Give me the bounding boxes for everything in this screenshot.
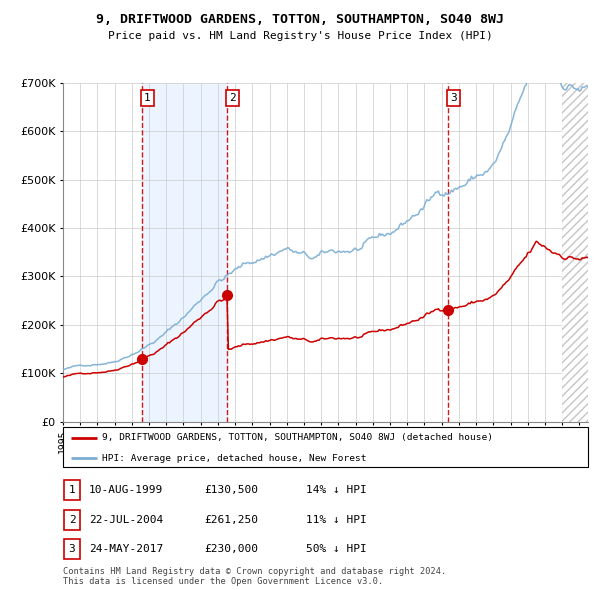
Text: HPI: Average price, detached house, New Forest: HPI: Average price, detached house, New … xyxy=(103,454,367,463)
Text: 2: 2 xyxy=(68,515,76,525)
FancyBboxPatch shape xyxy=(63,427,588,467)
Text: 14% ↓ HPI: 14% ↓ HPI xyxy=(306,486,367,495)
Text: 2: 2 xyxy=(229,93,236,103)
Text: Price paid vs. HM Land Registry's House Price Index (HPI): Price paid vs. HM Land Registry's House … xyxy=(107,31,493,41)
Text: Contains HM Land Registry data © Crown copyright and database right 2024.
This d: Contains HM Land Registry data © Crown c… xyxy=(63,567,446,586)
Text: 50% ↓ HPI: 50% ↓ HPI xyxy=(306,545,367,554)
FancyBboxPatch shape xyxy=(64,480,80,500)
FancyBboxPatch shape xyxy=(64,510,80,530)
Text: 3: 3 xyxy=(450,93,457,103)
Text: 24-MAY-2017: 24-MAY-2017 xyxy=(89,545,163,554)
Text: 9, DRIFTWOOD GARDENS, TOTTON, SOUTHAMPTON, SO40 8WJ: 9, DRIFTWOOD GARDENS, TOTTON, SOUTHAMPTO… xyxy=(96,13,504,26)
Bar xyxy=(562,83,588,422)
Text: 9, DRIFTWOOD GARDENS, TOTTON, SOUTHAMPTON, SO40 8WJ (detached house): 9, DRIFTWOOD GARDENS, TOTTON, SOUTHAMPTO… xyxy=(103,434,493,442)
Text: 1: 1 xyxy=(68,486,76,495)
Text: £261,250: £261,250 xyxy=(204,515,258,525)
Text: 22-JUL-2004: 22-JUL-2004 xyxy=(89,515,163,525)
Text: 3: 3 xyxy=(68,545,76,554)
FancyBboxPatch shape xyxy=(64,539,80,559)
Text: £230,000: £230,000 xyxy=(204,545,258,554)
Text: £130,500: £130,500 xyxy=(204,486,258,495)
Bar xyxy=(142,83,227,422)
Text: 11% ↓ HPI: 11% ↓ HPI xyxy=(306,515,367,525)
Text: 10-AUG-1999: 10-AUG-1999 xyxy=(89,486,163,495)
Text: 1: 1 xyxy=(144,93,151,103)
